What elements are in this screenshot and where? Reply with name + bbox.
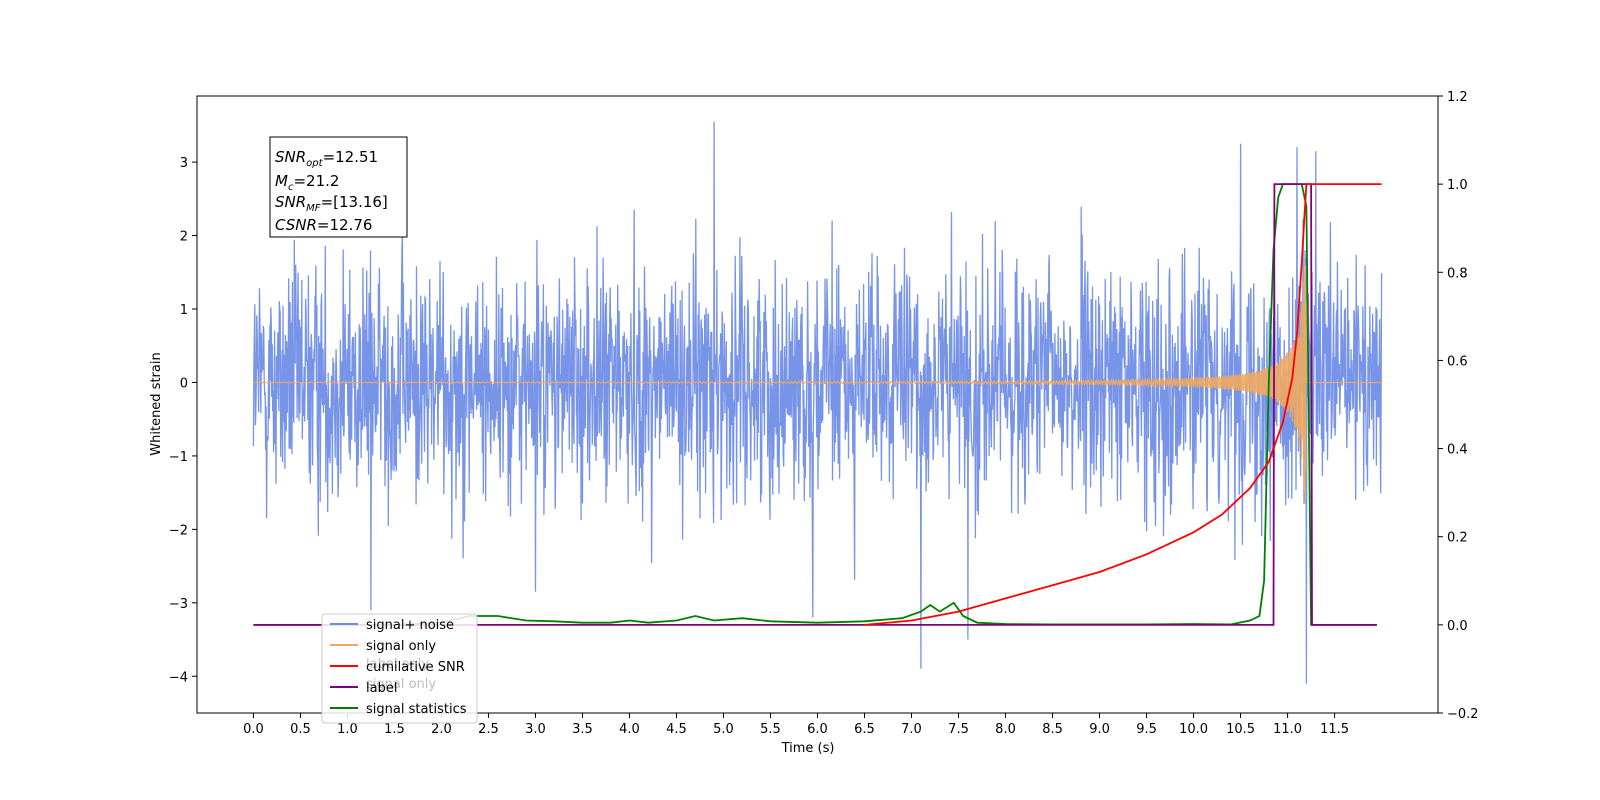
- x-tick-label: 11.5: [1320, 722, 1349, 737]
- x-tick-label: 7.0: [901, 722, 922, 737]
- x-tick-label: 10.5: [1226, 722, 1255, 737]
- legend-label-label: label: [366, 681, 397, 696]
- y-right-tick-label: −0.2: [1447, 707, 1479, 722]
- x-tick-label: 2.5: [478, 722, 499, 737]
- y-tick-label: 0: [180, 376, 188, 391]
- x-tick-label: 5.0: [713, 722, 734, 737]
- x-tick-label: 9.5: [1136, 722, 1157, 737]
- y-right-tick-label: 0.4: [1447, 443, 1468, 458]
- y-right-tick-label: 1.2: [1447, 90, 1468, 105]
- x-tick-label: 9.0: [1089, 722, 1110, 737]
- x-tick-label: 8.5: [1042, 722, 1063, 737]
- annotation-chirp-mass: Mc=21.2: [275, 172, 339, 193]
- legend-frame: [321, 613, 478, 724]
- x-tick-label: 11.0: [1273, 722, 1302, 737]
- y-right-tick-label: 0.0: [1447, 619, 1468, 634]
- x-tick-label: 3.5: [572, 722, 593, 737]
- series-signal-only: [253, 264, 1382, 504]
- legend-label-cumulative-snr: cumilative SNR: [366, 660, 465, 675]
- annotation-box: SNRopt=12.51 Mc=21.2 SNRMF=[13.16] CSNR=…: [269, 136, 408, 238]
- y-tick-label: 1: [180, 303, 188, 318]
- series-label: [253, 183, 1377, 626]
- y-tick-label: 3: [180, 156, 188, 171]
- annotation-csnr: CSNR=12.76: [275, 216, 372, 234]
- legend-label-signal-only: signal only: [366, 639, 436, 654]
- x-tick-label: 1.0: [337, 722, 358, 737]
- x-tick-label: 4.5: [666, 722, 687, 737]
- x-tick-label: 4.0: [619, 722, 640, 737]
- x-axis-label: Time (s): [781, 741, 835, 756]
- x-tick-label: 0.5: [290, 722, 311, 737]
- legend-label-signal-noise: signal+ noise: [366, 618, 454, 633]
- y-tick-label: −2: [169, 523, 188, 538]
- x-tick-label: 6.0: [807, 722, 828, 737]
- y-right-tick-label: 1.0: [1447, 178, 1468, 193]
- x-tick-label: 0.0: [243, 722, 264, 737]
- y-tick-label: −3: [169, 597, 188, 612]
- series-signal-noise: [252, 121, 1383, 684]
- series-signal-statistics: [253, 183, 1377, 626]
- x-tick-label: 1.5: [384, 722, 405, 737]
- legend-ghost-label-only: label only: [366, 657, 429, 672]
- x-tick-label: 5.5: [760, 722, 781, 737]
- annotation-snr-mf: SNRMF=[13.16]: [275, 193, 388, 214]
- x-tick-label: 6.5: [854, 722, 875, 737]
- annotation-frame: [269, 136, 408, 238]
- y-tick-label: −1: [169, 450, 188, 465]
- legend-label-signal-statistics: signal statistics: [366, 702, 467, 717]
- y-right-tick-label: 0.6: [1447, 354, 1468, 369]
- y-tick-label: −4: [169, 670, 188, 685]
- x-tick-label: 3.0: [525, 722, 546, 737]
- x-tick-label: 2.0: [431, 722, 452, 737]
- annotation-snr-opt: SNRopt=12.51: [275, 148, 378, 169]
- axes: 0.0 0.5 1.0 1.5 2.0 2.5 3.0 3.5 4.0 4.5 5.0 5.5 6.0 6…: [169, 90, 1479, 737]
- x-tick-label: 8.0: [995, 722, 1016, 737]
- legend: label only signal only signal+ noise sig…: [321, 613, 478, 724]
- y-right-tick-label: 0.8: [1447, 266, 1468, 281]
- x-tick-label: 7.5: [948, 722, 969, 737]
- y-right-tick-label: 0.2: [1447, 531, 1468, 546]
- legend-ghost-signal-only: signal only: [366, 677, 436, 692]
- series-cumulative-snr: [864, 183, 1382, 626]
- plot-area: [252, 121, 1383, 684]
- y-axis-label: Whitened strain: [149, 352, 164, 455]
- x-tick-label: 10.0: [1179, 722, 1208, 737]
- y-tick-label: 2: [180, 230, 188, 245]
